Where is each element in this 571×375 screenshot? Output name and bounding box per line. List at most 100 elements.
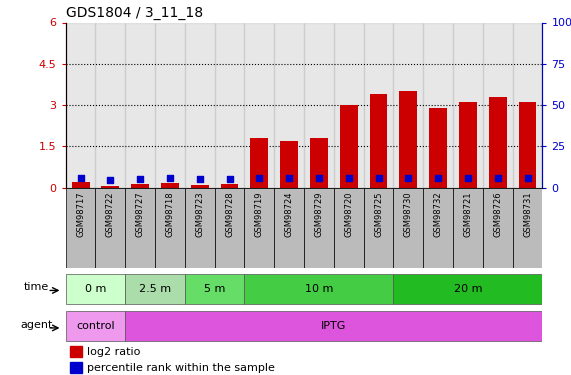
FancyBboxPatch shape [66,188,95,268]
Text: GSM98720: GSM98720 [344,192,353,237]
Bar [340,105,357,188]
Text: GDS1804 / 3_11_18: GDS1804 / 3_11_18 [66,6,203,20]
Bar [459,102,477,188]
Bar [220,184,239,188]
Bar [423,22,453,188]
Point [166,175,175,181]
Point [433,175,443,181]
Text: GSM98730: GSM98730 [404,192,413,237]
FancyBboxPatch shape [95,188,125,268]
FancyBboxPatch shape [423,188,453,268]
Point [404,175,413,181]
Bar [304,22,334,188]
Point [195,176,204,182]
Bar [70,346,82,357]
Text: GSM98719: GSM98719 [255,192,264,237]
Point [523,175,532,181]
Bar [155,22,185,188]
Bar [102,186,119,188]
FancyBboxPatch shape [364,188,393,268]
Text: agent: agent [20,320,53,330]
Bar [364,22,393,188]
Bar [191,185,208,188]
Bar [393,22,423,188]
Point [374,175,383,181]
Bar [280,141,298,188]
FancyBboxPatch shape [483,188,513,268]
Bar [251,138,268,188]
Bar [429,108,447,188]
Bar [95,22,125,188]
Text: GSM98727: GSM98727 [136,192,144,237]
Bar [125,22,155,188]
Point [76,175,85,181]
FancyBboxPatch shape [393,274,542,304]
Text: 5 m: 5 m [204,284,226,294]
Text: 0 m: 0 m [85,284,106,294]
Point [225,176,234,182]
Text: GSM98725: GSM98725 [374,192,383,237]
FancyBboxPatch shape [215,188,244,268]
Bar [483,22,513,188]
FancyBboxPatch shape [393,188,423,268]
Text: GSM98723: GSM98723 [195,192,204,237]
Point [493,175,502,181]
FancyBboxPatch shape [125,274,185,304]
Bar [131,184,149,188]
Bar [310,138,328,188]
Text: GSM98731: GSM98731 [523,192,532,237]
FancyBboxPatch shape [185,274,244,304]
Point [464,175,473,181]
FancyBboxPatch shape [304,188,334,268]
FancyBboxPatch shape [185,188,215,268]
Point [315,175,324,181]
Point [284,175,293,181]
Bar [513,22,542,188]
FancyBboxPatch shape [453,188,483,268]
Text: time: time [23,282,49,292]
Bar [71,182,90,188]
Bar [274,22,304,188]
FancyBboxPatch shape [155,188,185,268]
Text: log2 ratio: log2 ratio [87,347,140,357]
Text: 20 m: 20 m [454,284,482,294]
Text: GSM98726: GSM98726 [493,192,502,237]
Text: GSM98729: GSM98729 [315,192,323,237]
Text: IPTG: IPTG [321,321,347,331]
FancyBboxPatch shape [125,188,155,268]
Point [255,175,264,181]
Text: GSM98717: GSM98717 [76,192,85,237]
FancyBboxPatch shape [334,188,364,268]
Point [344,175,353,181]
Text: GSM98724: GSM98724 [285,192,293,237]
Text: control: control [76,321,115,331]
Bar [70,362,82,374]
FancyBboxPatch shape [274,188,304,268]
FancyBboxPatch shape [66,274,125,304]
FancyBboxPatch shape [125,311,542,341]
Bar [453,22,483,188]
Bar [334,22,364,188]
Bar [215,22,244,188]
FancyBboxPatch shape [244,274,393,304]
Bar [399,91,417,188]
Text: GSM98722: GSM98722 [106,192,115,237]
Bar [161,183,179,188]
Point [135,176,144,182]
Text: GSM98732: GSM98732 [433,192,443,237]
Text: 10 m: 10 m [305,284,333,294]
Point [106,177,115,183]
Text: GSM98721: GSM98721 [464,192,472,237]
Bar [369,94,388,188]
Bar [244,22,274,188]
Bar [489,97,506,188]
Text: percentile rank within the sample: percentile rank within the sample [87,363,275,373]
Text: GSM98728: GSM98728 [225,192,234,237]
Bar [518,102,537,188]
FancyBboxPatch shape [66,311,125,341]
Bar [66,22,95,188]
Text: GSM98718: GSM98718 [166,192,175,237]
Text: 2.5 m: 2.5 m [139,284,171,294]
FancyBboxPatch shape [244,188,274,268]
Bar [185,22,215,188]
